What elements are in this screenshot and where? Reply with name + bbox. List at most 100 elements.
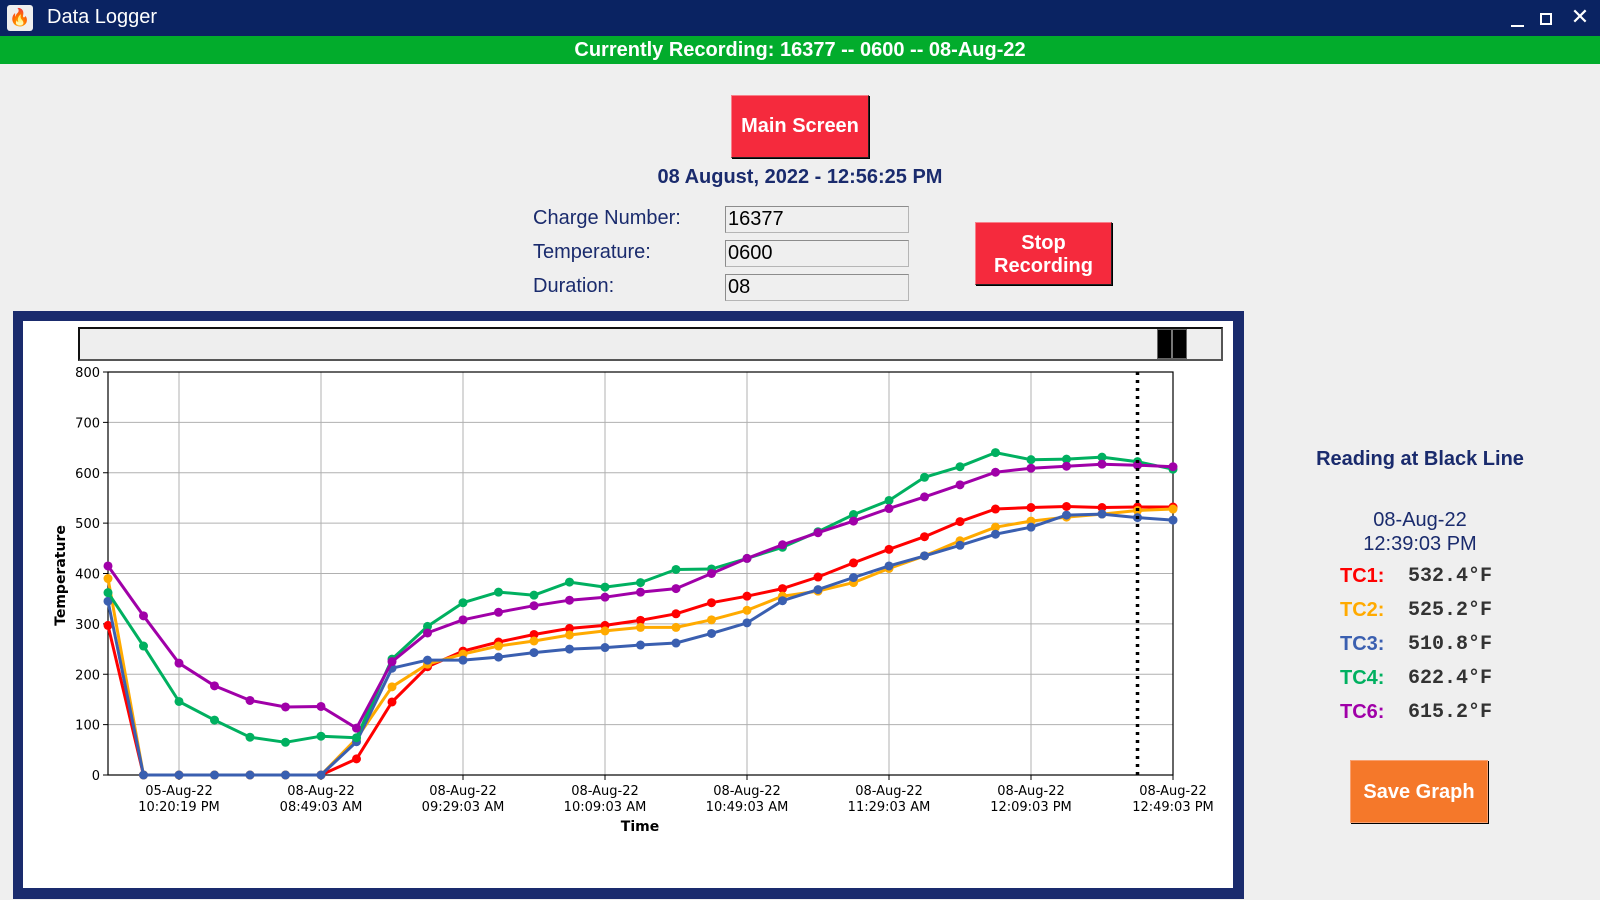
current-datetime: 08 August, 2022 - 12:56:25 PM — [657, 166, 943, 188]
data-point — [423, 621, 432, 631]
data-point — [600, 626, 610, 636]
stop-recording-label-2: Recording — [994, 255, 1093, 277]
data-point — [139, 611, 148, 621]
data-point — [991, 504, 1000, 514]
data-point — [991, 448, 1000, 458]
data-point — [529, 590, 539, 600]
data-point — [565, 577, 574, 587]
maximize-button[interactable] — [1534, 6, 1558, 25]
tc6-value: 615.2°F — [1408, 701, 1493, 724]
minimize-button[interactable] — [1505, 6, 1529, 27]
data-point — [707, 628, 716, 638]
data-point — [565, 630, 574, 640]
data-point — [458, 615, 468, 625]
data-point — [671, 584, 681, 594]
x-tick-label: 08:49:03 AM — [280, 800, 363, 815]
x-tick-label: 12:49:03 PM — [1132, 800, 1214, 815]
data-point — [707, 598, 716, 608]
data-point — [529, 648, 539, 658]
x-tick-label: 08-Aug-22 — [997, 784, 1065, 799]
data-point — [494, 607, 503, 617]
data-point — [1168, 515, 1178, 525]
data-point — [1062, 461, 1071, 471]
charge-number-label: Charge Number: — [533, 207, 681, 229]
data-point — [494, 587, 503, 597]
data-point — [1062, 510, 1071, 520]
graph-panel: 0 100 200 300 400 500 600 700 800 05-Aug-22 10:20:… — [23, 321, 1233, 888]
data-point — [813, 528, 823, 538]
x-tick-label: 11:29:03 AM — [848, 800, 931, 815]
data-point — [210, 715, 219, 725]
data-point — [1168, 504, 1178, 514]
data-point — [920, 532, 929, 542]
reading-date: 08-Aug-22 — [1373, 509, 1467, 531]
flame-icon: 🔥 — [7, 5, 33, 31]
temperature-chart: 0 100 200 300 400 500 600 700 800 05-Aug-2210:20:… — [53, 366, 1214, 835]
data-point — [316, 731, 326, 741]
data-point — [707, 569, 716, 578]
data-point — [210, 681, 219, 691]
x-tick-label: 08-Aug-22 — [571, 784, 639, 799]
data-point — [671, 609, 681, 619]
data-point — [920, 492, 929, 502]
tc2-value: 525.2°F — [1408, 599, 1493, 622]
data-point — [316, 701, 326, 711]
stop-recording-label-1: Stop — [1021, 232, 1066, 254]
tc1-label: TC1: — [1340, 565, 1385, 587]
tc2-label: TC2: — [1340, 599, 1385, 621]
data-point — [423, 628, 432, 638]
data-point — [174, 658, 184, 668]
close-button[interactable]: ✕ — [1568, 4, 1592, 30]
window-title: Data Logger — [47, 6, 158, 28]
data-point — [103, 620, 113, 630]
data-point — [600, 592, 610, 602]
data-point — [1062, 454, 1071, 464]
data-point — [671, 622, 681, 632]
data-point — [600, 582, 610, 592]
time-scrollbar[interactable] — [78, 327, 1223, 361]
data-point — [1097, 459, 1107, 469]
tc6-label: TC6: — [1340, 701, 1385, 723]
data-point — [245, 770, 255, 780]
y-tick-label: 500 — [75, 517, 100, 532]
reading-panel-title: Reading at Black Line — [1316, 448, 1524, 470]
x-tick-label: 08-Aug-22 — [713, 784, 781, 799]
data-point — [281, 737, 290, 747]
save-graph-button[interactable]: Save Graph — [1350, 760, 1488, 823]
data-point — [245, 732, 255, 742]
tc3-label: TC3: — [1340, 633, 1385, 655]
data-point — [1026, 503, 1036, 513]
data-point — [955, 540, 965, 550]
data-point — [316, 770, 326, 780]
charge-number-field[interactable] — [725, 206, 909, 233]
data-point — [139, 770, 148, 780]
data-point — [139, 641, 148, 651]
duration-label: Duration: — [533, 275, 615, 297]
data-point — [103, 561, 113, 571]
maximize-icon — [1540, 13, 1552, 25]
tc4-label: TC4: — [1340, 667, 1385, 689]
data-point — [884, 561, 894, 571]
data-point — [991, 467, 1000, 477]
title-bar: 🔥 Data Logger ✕ — [0, 0, 1600, 36]
data-point — [1133, 460, 1142, 470]
duration-field[interactable] — [725, 274, 909, 301]
data-point — [565, 644, 574, 654]
data-point — [849, 558, 858, 568]
data-point — [991, 529, 1000, 539]
data-point — [1062, 502, 1071, 512]
tc1-value: 532.4°F — [1408, 565, 1493, 588]
temperature-field[interactable] — [725, 240, 909, 267]
data-point — [1097, 452, 1107, 462]
data-point — [636, 640, 645, 650]
data-point — [1026, 455, 1036, 465]
main-screen-button[interactable]: Main Screen — [731, 95, 869, 158]
stop-recording-button[interactable]: Stop Recording — [975, 222, 1112, 285]
tc3-value: 510.8°F — [1408, 633, 1493, 656]
data-point — [352, 733, 361, 743]
close-icon: ✕ — [1570, 4, 1590, 29]
scrollbar-thumb[interactable] — [1157, 329, 1187, 359]
data-point — [955, 480, 965, 490]
graph-frame: 0 100 200 300 400 500 600 700 800 05-Aug-22 10:20:… — [13, 311, 1244, 899]
y-axis-label: Temperature — [53, 525, 69, 626]
